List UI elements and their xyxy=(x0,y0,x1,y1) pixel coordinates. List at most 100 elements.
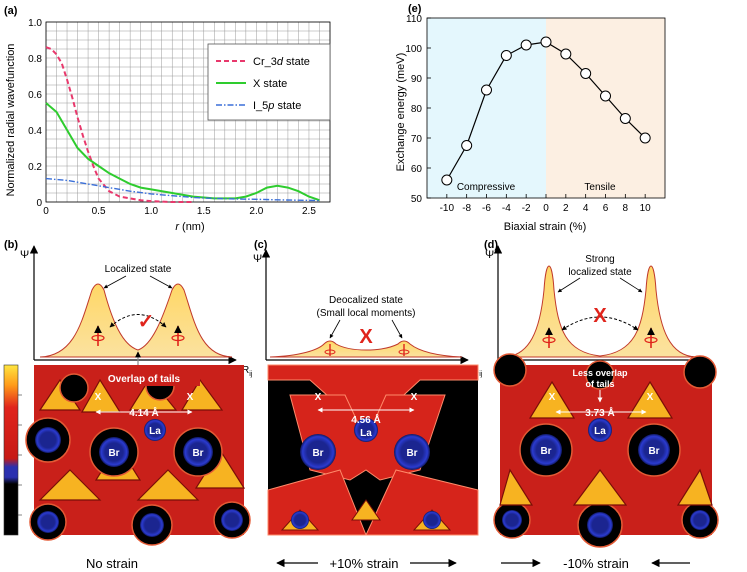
panel-d-x2: X xyxy=(647,392,654,403)
x-tick-label: 8 xyxy=(623,203,629,214)
panel-b-caption: No strain xyxy=(86,556,138,571)
compressive-label: Compressive xyxy=(457,182,516,193)
panel-c-label: (c) xyxy=(254,239,268,251)
panel-b-mark: ✓ xyxy=(138,311,155,333)
data-point xyxy=(481,84,492,96)
data-point xyxy=(500,50,512,61)
series-line-1 xyxy=(45,102,320,202)
y-tick-label: 70 xyxy=(411,134,423,145)
panel-b-label: (b) xyxy=(4,239,18,251)
x-tick-label: 0 xyxy=(43,206,49,217)
panel-a-ylabel: Normalized radial wavefunction xyxy=(5,44,17,197)
legend-x-label: X state xyxy=(253,78,287,90)
panel-e-xlabel: Biaxial strain (%) xyxy=(504,221,587,233)
data-point xyxy=(639,132,651,144)
data-point xyxy=(560,48,572,60)
data-point xyxy=(600,90,611,102)
x-tick-label: 2.5 xyxy=(302,206,316,217)
panel-c-la: La xyxy=(360,428,372,439)
y-tick-label: 1.0 xyxy=(28,18,42,29)
panel-c-mark: X xyxy=(359,326,373,348)
panel-c-charge-map: X X 4.56 Å La Br Br xyxy=(267,364,479,536)
x-tick-label: 1.0 xyxy=(144,206,158,217)
colorbar xyxy=(3,364,22,536)
panel-a-label: (a) xyxy=(4,5,18,17)
panel-c-distance: 4.56 Å xyxy=(351,413,380,426)
y-tick-label: 90 xyxy=(411,74,423,85)
panel-d-state-line1: Strong xyxy=(585,254,614,265)
series-line-2 xyxy=(45,177,320,202)
data-point xyxy=(461,140,473,151)
panel-b-state-label: Localized state xyxy=(105,264,172,275)
x-tick-label: 6 xyxy=(603,203,609,214)
y-tick-label: 110 xyxy=(406,14,422,25)
x-tick-label: 0 xyxy=(543,203,549,214)
y-tick-label: 0.4 xyxy=(28,126,42,137)
data-point xyxy=(540,36,552,48)
panel-c-br2: Br xyxy=(406,448,417,459)
panel-c: (c) Ψ Rij Deocalized state (Small local … xyxy=(253,239,483,378)
series-line-0 xyxy=(45,46,194,203)
x-tick-label: 4 xyxy=(583,203,589,214)
y-tick-label: 50 xyxy=(411,194,423,205)
panel-b-la: La xyxy=(149,426,161,437)
y-tick-label: 100 xyxy=(405,44,422,55)
panel-d-psi: Ψ xyxy=(485,249,494,261)
panel-d-mark: X xyxy=(593,305,607,327)
panel-e-chart: -10 -8 -6 -4 -2 0 2 4 6 8 10 50 60 70 80 90 100 110 xyxy=(405,14,666,214)
x-tick-label: 2.0 xyxy=(249,206,263,217)
x-tick-label: -4 xyxy=(502,203,511,214)
panel-c-br1: Br xyxy=(312,448,323,459)
x-tick-label: 10 xyxy=(640,203,652,214)
legend-cr-label: Cr_3d state xyxy=(253,56,310,68)
panel-b-overlap-label: Overlap of tails xyxy=(108,374,181,385)
panel-c-psi: Ψ xyxy=(253,253,262,265)
y-tick-label: 0.2 xyxy=(28,162,42,173)
panel-c-x2: X xyxy=(411,392,418,403)
panel-a-legend: Cr_3d state X state I_5p state xyxy=(207,43,331,121)
panel-d-la: La xyxy=(594,426,606,437)
y-tick-label: 0.6 xyxy=(28,90,42,101)
legend-i-label: I_5p state xyxy=(253,100,301,112)
panel-d-distance: 3.73 Å xyxy=(585,406,614,419)
data-point xyxy=(619,113,631,124)
panel-b-wavefunction xyxy=(39,283,233,358)
panel-d-br1: Br xyxy=(540,446,551,457)
y-tick-label: 60 xyxy=(411,164,423,175)
panel-c-state-line1: Deocalized state xyxy=(329,295,403,306)
panel-d-overlap-line1: Less overlap xyxy=(572,368,628,378)
x-tick-label: -6 xyxy=(482,203,491,214)
panel-b-psi: Ψ xyxy=(20,249,29,261)
panel-c-state-line2: (Small local moments) xyxy=(317,308,416,319)
y-tick-label: 80 xyxy=(411,104,423,115)
panel-e-ylabel: Exchange energy (meV) xyxy=(395,53,407,172)
panel-a-xlabel: r (nm) xyxy=(175,221,204,233)
panel-b-charge-map: Overlap of tails X X 4.14 Å La Br Br xyxy=(25,365,251,546)
x-tick-label: -10 xyxy=(440,203,455,214)
panel-b-distance: 4.14 Å xyxy=(129,406,158,419)
y-tick-label: 0.8 xyxy=(28,54,42,65)
panel-d-br2: Br xyxy=(648,446,659,457)
panel-e-label: (e) xyxy=(408,3,422,15)
y-tick-label: 0 xyxy=(36,198,42,209)
panel-d-state-line2: localized state xyxy=(568,267,632,278)
panel-c-x1: X xyxy=(315,392,322,403)
panel-b-br2: Br xyxy=(192,448,203,459)
panel-c-wavefunction xyxy=(269,340,463,358)
panel-b-br1: Br xyxy=(108,448,119,459)
panel-d-overlap-line2: of tails xyxy=(585,379,614,389)
panel-b-x1: X xyxy=(95,392,102,403)
x-tick-label: 2 xyxy=(563,203,569,214)
data-point xyxy=(441,174,453,186)
x-tick-label: 0.5 xyxy=(92,206,106,217)
exchange-arc xyxy=(561,316,639,331)
panel-b-x2: X xyxy=(187,392,194,403)
exchange-arc xyxy=(109,314,167,328)
x-tick-label: 1.5 xyxy=(197,206,211,217)
panel-d-x1: X xyxy=(549,392,556,403)
data-point xyxy=(580,68,592,79)
x-tick-label: -2 xyxy=(522,203,531,214)
panel-b-rij: Rij xyxy=(242,365,253,378)
panel-c-caption: +10% strain xyxy=(329,556,398,571)
